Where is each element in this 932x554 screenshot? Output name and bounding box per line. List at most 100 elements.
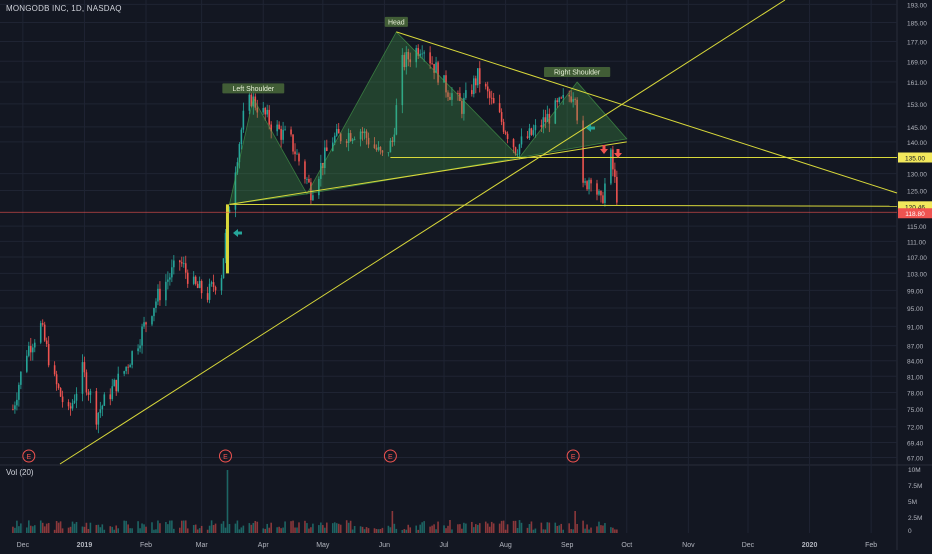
volume-bar xyxy=(212,525,215,533)
candle-body xyxy=(292,134,294,152)
volume-bar xyxy=(137,521,139,533)
candle-body xyxy=(115,379,118,392)
volume-bar xyxy=(153,529,155,533)
current-price-label-bg xyxy=(898,208,932,219)
volume-bar xyxy=(117,528,120,533)
volume-bar xyxy=(365,527,368,533)
volume-bar xyxy=(572,529,574,533)
volume-bar xyxy=(437,521,439,533)
candle-body xyxy=(389,140,392,153)
volume-bar xyxy=(238,529,241,533)
volume-bar xyxy=(465,523,467,533)
candle-body xyxy=(520,136,523,145)
volume-bar xyxy=(544,529,547,533)
candle-body xyxy=(143,322,145,327)
candle-body xyxy=(306,178,308,180)
y-tick-label: 111.00 xyxy=(907,239,926,246)
volume-bar xyxy=(322,525,324,533)
volume-bar xyxy=(405,529,408,533)
candle-body xyxy=(530,128,533,135)
candle-body xyxy=(433,63,435,73)
candle-body xyxy=(447,92,449,97)
earnings-marker-icon[interactable] xyxy=(218,449,232,463)
volume-bar xyxy=(512,520,515,533)
volume-bar xyxy=(250,524,253,533)
x-tick-label: Mar xyxy=(196,542,209,549)
volume-bar xyxy=(353,525,356,533)
volume-bar xyxy=(526,527,529,533)
candle-body xyxy=(123,371,125,374)
volume-bar xyxy=(435,529,437,533)
y-tick-label: 125.00 xyxy=(907,188,927,195)
earnings-marker-icon[interactable] xyxy=(566,449,580,463)
y-tick-label: 87.00 xyxy=(907,344,924,351)
volume-bar xyxy=(83,526,86,533)
candle-body xyxy=(451,93,453,100)
volume-bar xyxy=(395,528,398,533)
candle-body xyxy=(214,287,217,291)
candle-body xyxy=(532,130,535,135)
candle-body xyxy=(610,149,612,184)
candle-body xyxy=(155,301,157,308)
volume-bar xyxy=(45,523,48,533)
volume-bar xyxy=(20,523,22,533)
candle-body xyxy=(476,68,479,86)
candle-body xyxy=(45,340,48,344)
earnings-marker-icon[interactable] xyxy=(22,449,36,463)
candle-body xyxy=(194,276,197,284)
volume-bar xyxy=(151,522,153,533)
volume-bar xyxy=(349,520,352,533)
candle-body xyxy=(238,144,241,163)
volume-bar xyxy=(542,529,545,533)
candle-body xyxy=(391,140,394,142)
volume-bar xyxy=(292,520,294,533)
candle-body xyxy=(33,342,36,348)
volume-bar xyxy=(457,524,459,533)
candle-body xyxy=(361,131,364,134)
candle-body xyxy=(145,322,147,325)
y-tick-label: 145.00 xyxy=(907,125,927,132)
candle-body xyxy=(95,391,98,425)
volume-bar xyxy=(443,525,445,533)
y-tick-label: 169.00 xyxy=(907,59,927,66)
annotation-bg xyxy=(544,67,611,78)
volume-tick-label: 7.5M xyxy=(908,483,922,490)
volume-bar xyxy=(234,523,237,533)
candle-body xyxy=(97,412,100,425)
volume-bar xyxy=(240,527,243,533)
y-tick-label: 95.00 xyxy=(907,306,924,313)
candle-body xyxy=(347,133,350,143)
candle-body xyxy=(506,133,509,140)
candle-body xyxy=(248,94,251,111)
candle-body xyxy=(198,280,201,288)
candle-body xyxy=(308,178,310,183)
volume-bar xyxy=(492,523,495,533)
candle-body xyxy=(349,133,352,142)
volume-bar xyxy=(304,520,306,533)
candle-body xyxy=(318,178,320,196)
candle-body xyxy=(270,124,272,132)
volume-bar xyxy=(586,524,588,533)
volume-bar xyxy=(109,526,112,533)
candle-body xyxy=(83,362,86,373)
level-label: 135.00 xyxy=(905,155,925,162)
y-tick-label: 161.00 xyxy=(907,80,927,87)
x-tick-label: Feb xyxy=(865,542,877,549)
volume-bar xyxy=(61,528,64,533)
volume-bar xyxy=(318,525,320,533)
candle-body xyxy=(377,146,380,150)
volume-bar xyxy=(351,529,354,533)
volume-bar xyxy=(320,522,322,533)
candle-body xyxy=(55,374,58,385)
volume-bar xyxy=(389,527,392,533)
volume-bar xyxy=(306,523,308,533)
arrow-left-icon xyxy=(586,124,595,132)
earnings-marker-icon[interactable] xyxy=(383,449,397,463)
x-tick-label: Dec xyxy=(742,542,755,549)
volume-bar xyxy=(614,529,616,533)
candle-body xyxy=(473,78,475,95)
candle-body xyxy=(596,183,598,195)
candle-body xyxy=(544,117,547,122)
